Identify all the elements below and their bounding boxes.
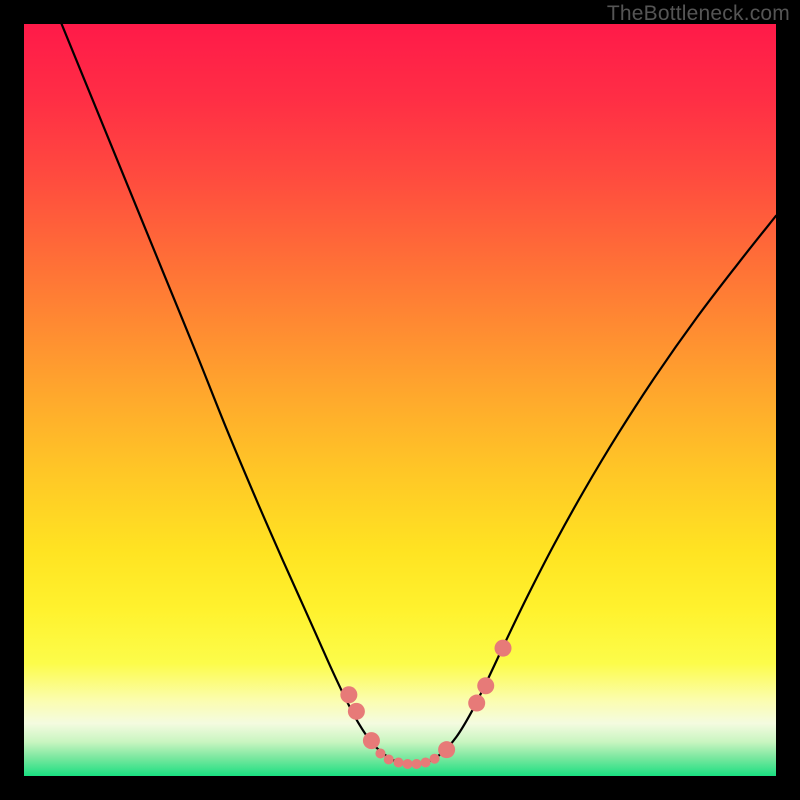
curve-marker [430,754,440,764]
curve-marker [348,703,365,720]
chart-frame: TheBottleneck.com [0,0,800,800]
curve-marker [468,695,485,712]
bottleneck-curve [24,24,776,776]
curve-marker [340,686,357,703]
curve-marker [438,741,455,758]
plot-area [24,24,776,776]
curve-marker [412,759,422,769]
curve-marker [384,754,394,764]
curve-marker [495,640,512,657]
watermark-text: TheBottleneck.com [607,2,790,26]
curve-marker [363,732,380,749]
curve-marker [477,677,494,694]
curve-marker [421,757,431,767]
curve-marker [375,748,385,758]
curve-marker [394,757,404,767]
curve-marker [403,759,413,769]
